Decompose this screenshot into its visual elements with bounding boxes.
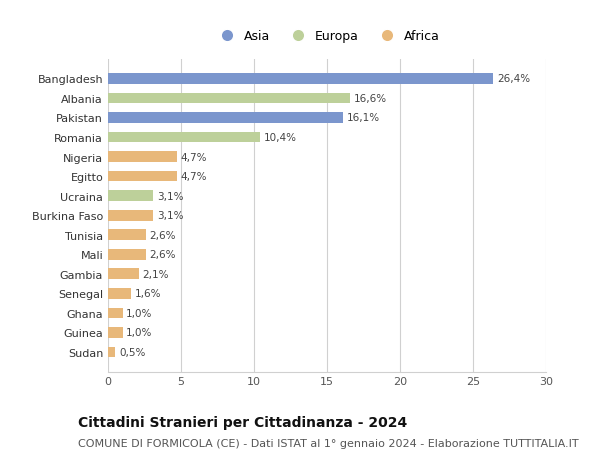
Text: 4,7%: 4,7% [180, 152, 207, 162]
Bar [108, 230, 146, 241]
Text: 4,7%: 4,7% [180, 172, 207, 182]
Bar [108, 269, 139, 280]
Bar [108, 113, 343, 123]
Text: COMUNE DI FORMICOLA (CE) - Dati ISTAT al 1° gennaio 2024 - Elaborazione TUTTITAL: COMUNE DI FORMICOLA (CE) - Dati ISTAT al… [78, 438, 578, 448]
Bar [108, 327, 122, 338]
Bar [108, 288, 131, 299]
Bar [108, 132, 260, 143]
Text: 1,0%: 1,0% [126, 328, 152, 338]
Bar [108, 152, 176, 162]
Text: 1,0%: 1,0% [126, 308, 152, 318]
Text: 2,6%: 2,6% [149, 230, 176, 240]
Bar [108, 249, 146, 260]
Bar [108, 171, 176, 182]
Text: 16,1%: 16,1% [347, 113, 380, 123]
Bar [108, 74, 493, 84]
Text: 2,6%: 2,6% [149, 250, 176, 260]
Text: 3,1%: 3,1% [157, 211, 184, 221]
Text: Cittadini Stranieri per Cittadinanza - 2024: Cittadini Stranieri per Cittadinanza - 2… [78, 415, 407, 429]
Text: 1,6%: 1,6% [135, 289, 161, 299]
Text: 0,5%: 0,5% [119, 347, 145, 357]
Bar [108, 308, 122, 319]
Text: 2,1%: 2,1% [142, 269, 169, 279]
Text: 26,4%: 26,4% [497, 74, 530, 84]
Legend: Asia, Europa, Africa: Asia, Europa, Africa [209, 25, 445, 48]
Text: 16,6%: 16,6% [354, 94, 387, 104]
Bar [108, 347, 115, 358]
Bar [108, 210, 153, 221]
Bar [108, 93, 350, 104]
Bar [108, 191, 153, 202]
Text: 10,4%: 10,4% [263, 133, 296, 143]
Text: 3,1%: 3,1% [157, 191, 184, 201]
